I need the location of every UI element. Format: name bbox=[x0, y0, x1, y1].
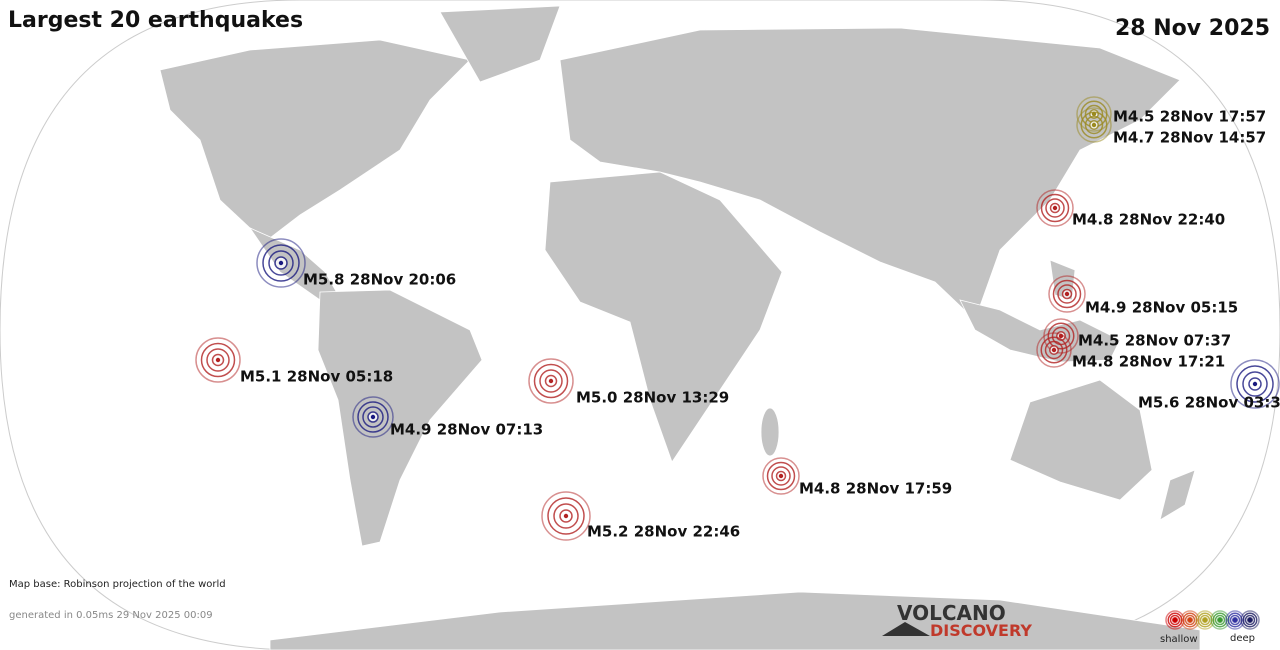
logo: VOLCANO DISCOVERY bbox=[882, 601, 1032, 640]
marker-ring bbox=[200, 342, 236, 378]
marker-center bbox=[278, 260, 284, 266]
legend: shallow deep bbox=[1160, 610, 1260, 645]
marker-ring bbox=[1236, 365, 1274, 403]
quake-marker bbox=[541, 491, 591, 541]
legend-marker bbox=[1240, 610, 1260, 630]
marker-ring bbox=[357, 401, 389, 433]
quake-marker bbox=[528, 358, 574, 404]
marker-ring bbox=[1048, 275, 1086, 313]
marker-ring bbox=[1242, 612, 1258, 628]
legend-shallow: shallow bbox=[1160, 634, 1198, 645]
marker-ring bbox=[1044, 340, 1064, 360]
marker-ring bbox=[1045, 198, 1065, 218]
marker-ring bbox=[766, 461, 796, 491]
marker-ring bbox=[1084, 115, 1104, 135]
marker-ring bbox=[262, 244, 300, 282]
marker-ring bbox=[528, 358, 574, 404]
quake-marker bbox=[1036, 332, 1072, 368]
marker-ring bbox=[1040, 193, 1070, 223]
quake-label: M4.8 28Nov 17:21 bbox=[1072, 353, 1225, 371]
land bbox=[159, 5, 1201, 650]
marker-ring bbox=[1036, 189, 1074, 227]
marker-ring bbox=[1230, 359, 1280, 409]
quake-marker bbox=[1230, 359, 1280, 409]
quake-label: M4.5 28Nov 17:57 bbox=[1113, 108, 1266, 126]
quake-marker bbox=[256, 238, 306, 288]
quake-marker bbox=[1036, 189, 1074, 227]
marker-ring bbox=[771, 466, 791, 486]
marker-center bbox=[778, 473, 784, 479]
marker-center bbox=[1217, 617, 1223, 623]
marker-ring bbox=[362, 406, 384, 428]
quake-label: M4.7 28Nov 14:57 bbox=[1113, 129, 1266, 147]
marker-center bbox=[1064, 291, 1070, 297]
marker-ring bbox=[1184, 614, 1196, 626]
marker-ring bbox=[539, 369, 563, 393]
marker-ring bbox=[547, 497, 585, 535]
quake-label: M5.8 28Nov 20:06 bbox=[303, 271, 456, 289]
generated-note: generated in 0.05ms 29 Nov 2025 00:09 bbox=[9, 610, 213, 621]
marker-ring bbox=[1242, 371, 1268, 397]
marker-ring bbox=[1080, 111, 1108, 139]
logo-line2: DISCOVERY bbox=[930, 621, 1032, 640]
marker-ring bbox=[1244, 614, 1256, 626]
map-base-note: Map base: Robinson projection of the wor… bbox=[9, 579, 226, 590]
marker-ring bbox=[1240, 610, 1260, 630]
marker-center bbox=[1202, 617, 1208, 623]
marker-center bbox=[1091, 122, 1097, 128]
marker-center bbox=[1187, 617, 1193, 623]
logo-line1: VOLCANO bbox=[897, 601, 1006, 625]
quake-label: M5.1 28Nov 05:18 bbox=[240, 368, 393, 386]
quake-label: M4.9 28Nov 07:13 bbox=[390, 421, 543, 439]
quake-label: M4.8 28Nov 22:40 bbox=[1072, 211, 1225, 229]
marker-ring bbox=[541, 491, 591, 541]
quake-marker bbox=[352, 396, 394, 438]
marker-center bbox=[1247, 617, 1253, 623]
quake-marker bbox=[1076, 107, 1112, 143]
marker-ring bbox=[268, 250, 294, 276]
marker-center bbox=[548, 378, 554, 384]
marker-center bbox=[370, 414, 376, 420]
quake-marker bbox=[1048, 275, 1086, 313]
quake-label: M5.0 28Nov 13:29 bbox=[576, 389, 729, 407]
marker-center bbox=[215, 357, 221, 363]
marker-center bbox=[1051, 347, 1057, 353]
marker-ring bbox=[1040, 336, 1068, 364]
marker-ring bbox=[1076, 107, 1112, 143]
marker-ring bbox=[553, 503, 579, 529]
quake-label: M4.8 28Nov 17:59 bbox=[799, 480, 952, 498]
quake-label: M5.6 28Nov 03:3 bbox=[1138, 394, 1280, 412]
marker-ring bbox=[256, 238, 306, 288]
quake-label: M5.2 28Nov 22:46 bbox=[587, 523, 740, 541]
marker-center bbox=[1172, 617, 1178, 623]
marker-center bbox=[1052, 205, 1058, 211]
map-date: 28 Nov 2025 bbox=[1115, 16, 1270, 41]
quake-marker bbox=[195, 337, 241, 383]
marker-center bbox=[1252, 381, 1258, 387]
marker-ring bbox=[352, 396, 394, 438]
marker-ring bbox=[533, 363, 569, 399]
marker-ring bbox=[1057, 284, 1077, 304]
marker-ring bbox=[1229, 614, 1241, 626]
marker-center bbox=[563, 513, 569, 519]
quakes: M4.5 28Nov 17:57 M4.7 28Nov 14:57 M4.8 28N… bbox=[195, 96, 1280, 541]
quake-label: M4.9 28Nov 05:15 bbox=[1085, 299, 1238, 317]
map-title: Largest 20 earthquakes bbox=[8, 8, 303, 33]
marker-ring bbox=[1036, 332, 1072, 368]
quake-marker bbox=[762, 457, 800, 495]
marker-ring bbox=[195, 337, 241, 383]
marker-ring bbox=[1169, 614, 1181, 626]
marker-ring bbox=[1047, 322, 1075, 350]
marker-ring bbox=[1076, 96, 1112, 132]
marker-ring bbox=[1052, 279, 1082, 309]
marker-ring bbox=[1214, 614, 1226, 626]
quake-label: M4.5 28Nov 07:37 bbox=[1078, 332, 1231, 350]
legend-deep: deep bbox=[1230, 633, 1255, 644]
marker-ring bbox=[206, 348, 230, 372]
marker-ring bbox=[1199, 614, 1211, 626]
marker-center bbox=[1232, 617, 1238, 623]
logo-icon bbox=[882, 622, 930, 636]
marker-ring bbox=[762, 457, 800, 495]
